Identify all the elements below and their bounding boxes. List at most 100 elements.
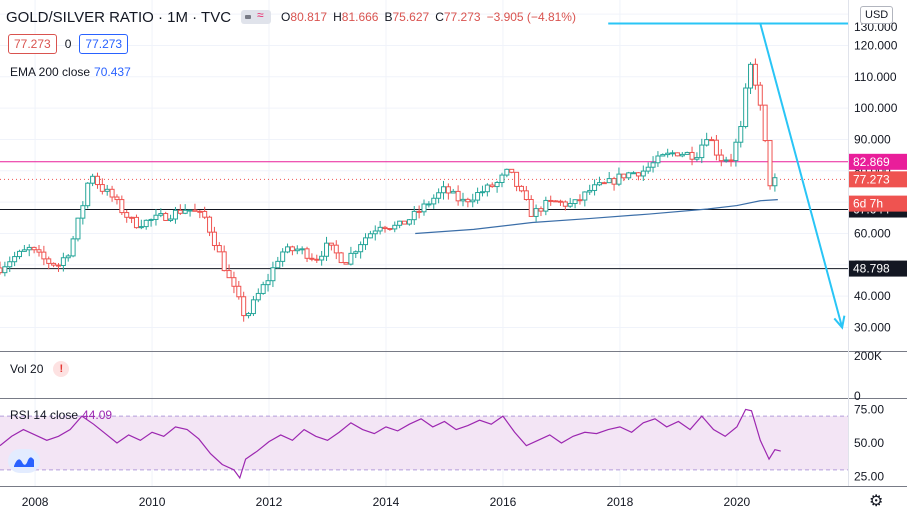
down-arrow-head — [833, 315, 846, 330]
candle-body — [65, 255, 71, 259]
candle-body — [231, 277, 237, 287]
warning-icon[interactable]: ! — [53, 361, 70, 377]
candle-body — [709, 139, 715, 142]
candle-body — [421, 203, 427, 213]
volume-tick-label: 200K — [854, 349, 882, 363]
candle-body — [328, 242, 334, 246]
candle-body — [601, 182, 607, 185]
candle-body — [455, 190, 461, 202]
candle-body — [621, 173, 627, 179]
currency-badge[interactable]: USD — [860, 6, 894, 24]
candle-body — [631, 172, 637, 175]
candle-body — [348, 252, 354, 265]
time-tick-label: 2016 — [490, 495, 517, 509]
candle-body — [275, 260, 281, 269]
ema-200-polyline — [415, 199, 778, 235]
candle-body — [85, 182, 91, 207]
candle-body — [723, 159, 729, 162]
candle-body — [70, 238, 76, 257]
candle-body — [518, 185, 524, 192]
candle-body — [645, 166, 651, 172]
candle-body — [445, 186, 451, 194]
candle-body — [148, 218, 154, 221]
candle-body — [280, 251, 286, 262]
candle-body — [626, 172, 632, 179]
bid-price[interactable]: 77.273 — [8, 34, 57, 54]
candle-body — [757, 84, 763, 106]
rsi-pane — [0, 408, 848, 480]
candle-body — [124, 212, 130, 218]
candle-body — [270, 267, 276, 282]
candle-body — [465, 198, 471, 203]
candle-body — [553, 200, 559, 203]
tradingview-logo-icon[interactable] — [8, 449, 40, 473]
candle-body — [543, 199, 549, 212]
price-tick-label: 60.000 — [854, 226, 891, 240]
candle-body — [377, 226, 383, 232]
candle-body — [670, 152, 676, 155]
candle-body — [324, 242, 330, 257]
grid — [0, 0, 848, 486]
candle-body — [538, 208, 544, 212]
candle-body — [109, 188, 115, 198]
candle-body — [738, 126, 744, 143]
candle-body — [411, 210, 417, 221]
candle-body — [572, 199, 578, 205]
candle-body — [504, 168, 510, 176]
drawings — [608, 22, 848, 330]
candle-body — [406, 219, 412, 225]
candle-body — [533, 208, 539, 217]
candle-body — [60, 257, 66, 266]
candle-body — [436, 192, 442, 199]
rsi-line — [0, 408, 781, 480]
rsi-tick-label: 25.00 — [854, 470, 884, 484]
candle-body — [46, 258, 52, 264]
time-tick-label: 2008 — [22, 495, 49, 509]
candle-body — [587, 189, 593, 193]
candle-body — [592, 184, 598, 191]
candle-body — [557, 200, 563, 203]
candle-body — [338, 252, 344, 264]
symbol-title[interactable]: GOLD/SILVER RATIO · 1M · TVC — [6, 8, 232, 26]
candle-body — [197, 210, 203, 213]
candle-body — [372, 230, 378, 235]
candle-body — [207, 216, 213, 233]
rsi-legend[interactable]: RSI 14 close 44.09 — [10, 408, 112, 422]
rsi-tick-label: 75.00 — [854, 402, 884, 416]
candle-body — [650, 162, 656, 168]
candle-body — [548, 199, 554, 202]
candle-body — [319, 255, 325, 261]
candle-body — [460, 198, 466, 202]
ask-price[interactable]: 77.273 — [79, 34, 129, 54]
candle-body — [289, 246, 295, 252]
chart-type-icon[interactable] — [241, 8, 272, 24]
volume-legend[interactable]: Vol 20 ! — [10, 361, 70, 377]
time-tick-label: 2014 — [373, 495, 400, 509]
volume-label: Vol 20 — [10, 362, 44, 376]
candle-body — [250, 299, 256, 315]
candle-body — [90, 175, 96, 184]
rsi-value: 44.09 — [82, 408, 113, 422]
candle-body — [762, 104, 768, 142]
candle-body — [192, 209, 198, 212]
candle-body — [611, 178, 617, 185]
candle-body — [679, 153, 685, 157]
candle-body — [41, 251, 47, 260]
bid-ask-boxes: 77.273 0 77.273 — [8, 34, 129, 54]
candle-body — [523, 190, 529, 200]
ema-label: EMA 200 close — [10, 65, 91, 79]
candle-body — [733, 141, 739, 162]
candle-body — [31, 246, 37, 251]
candle-body — [640, 170, 646, 177]
candle-body — [440, 186, 446, 194]
candle-body — [728, 159, 734, 162]
candle-body — [143, 219, 149, 228]
settings-gear-icon[interactable]: ⚙ — [869, 493, 884, 510]
candle-body — [202, 210, 208, 218]
candle-body — [416, 210, 422, 213]
candle-body — [499, 174, 505, 183]
ema-legend[interactable]: EMA 200 close 70.437 — [10, 65, 131, 79]
candle-body — [133, 216, 139, 229]
candle-body — [55, 264, 61, 267]
